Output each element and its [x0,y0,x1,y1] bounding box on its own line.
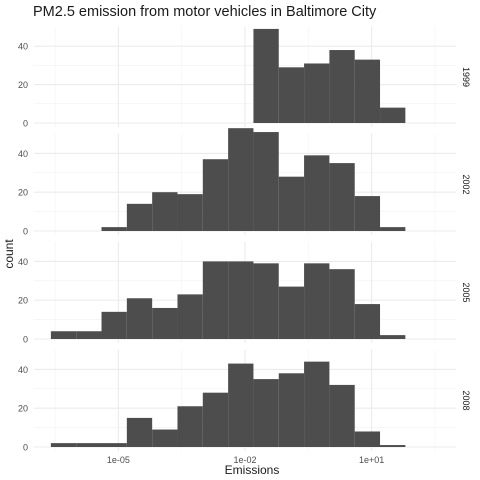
histogram-bar [101,443,127,447]
y-tick-label: 20 [18,404,28,414]
histogram-bar [304,263,330,339]
y-tick-label: 20 [18,296,28,306]
histogram-bar [329,269,355,339]
histogram-bar [177,294,203,339]
y-tick-label: 0 [23,227,28,237]
histogram-bar [253,263,279,339]
panel-1999: 0 20 40 1999 [18,27,471,129]
histogram-bar [101,227,127,231]
y-axis-label: count [2,239,16,269]
panels-group: 0 20 40 1999 0 20 40 2002 0 20 40 2005 0 20 40 2008 [18,27,471,453]
x-tick-label: 1e+01 [359,455,384,465]
histogram-bar [228,128,254,231]
y-tick-label: 0 [23,335,28,345]
histogram-bar [76,443,102,447]
histogram-bar [380,335,406,339]
histogram-bar [126,298,153,339]
histogram-bar [177,406,203,447]
y-tick-label: 0 [23,443,28,453]
panel-2008: 0 20 40 2008 [18,350,471,453]
histogram-bar [304,361,330,447]
y-tick-label: 40 [18,365,28,375]
facet-strip-label: 2005 [461,282,471,302]
y-tick-label: 20 [18,80,28,90]
histogram-bar [177,194,203,231]
histogram-bar [354,431,381,447]
histogram-bar [253,379,279,447]
histogram-bar [354,304,381,339]
histogram-bar [278,176,305,231]
y-tick-label: 40 [18,149,28,159]
y-tick-label: 20 [18,188,28,198]
histogram-bar [152,307,178,339]
histogram-bar [152,192,178,231]
histogram-bar [380,227,406,231]
histogram-bar [253,28,279,124]
facet-strip-label: 2002 [461,174,471,194]
histogram-bar [304,63,330,123]
y-tick-label: 40 [18,42,28,52]
y-tick-label: 0 [23,119,28,129]
histogram-bar [228,261,254,339]
histogram-bar [380,107,406,123]
histogram-bar [126,417,153,447]
facet-strip-label: 2008 [461,390,471,410]
histogram-bar [228,363,254,447]
histogram-bar [152,429,178,447]
y-tick-label: 40 [18,257,28,267]
histogram-bar [76,331,102,339]
histogram-bar [380,445,406,447]
histogram-bar [329,384,355,447]
histogram-bar [354,196,381,231]
panel-2005: 0 20 40 2005 [18,242,471,345]
histogram-bar [278,67,305,123]
histogram-bar [101,311,127,339]
histogram-bar [304,155,330,231]
histogram-bar [202,159,229,231]
histogram-bar [50,331,77,339]
histogram-bar [202,392,229,447]
histogram-bar [202,261,229,339]
chart-title: PM2.5 emission from motor vehicles in Ba… [33,4,377,20]
histogram-bar [329,163,355,231]
histogram-bar [253,132,279,231]
histogram-bar [278,373,305,447]
histogram-bar [278,286,305,339]
histogram-bar [354,59,381,123]
facet-strip-label: 1999 [461,67,471,87]
panel-2002: 0 20 40 2002 [18,128,471,237]
x-axis-label: Emissions [225,463,280,477]
x-axis: 1e-05 1e-02 1e+01 [107,455,384,465]
histogram-bar [329,50,355,123]
x-tick-label: 1e-02 [233,455,256,465]
histogram-bar [126,203,153,231]
x-tick-label: 1e-05 [107,455,130,465]
histogram-bar [50,443,77,447]
